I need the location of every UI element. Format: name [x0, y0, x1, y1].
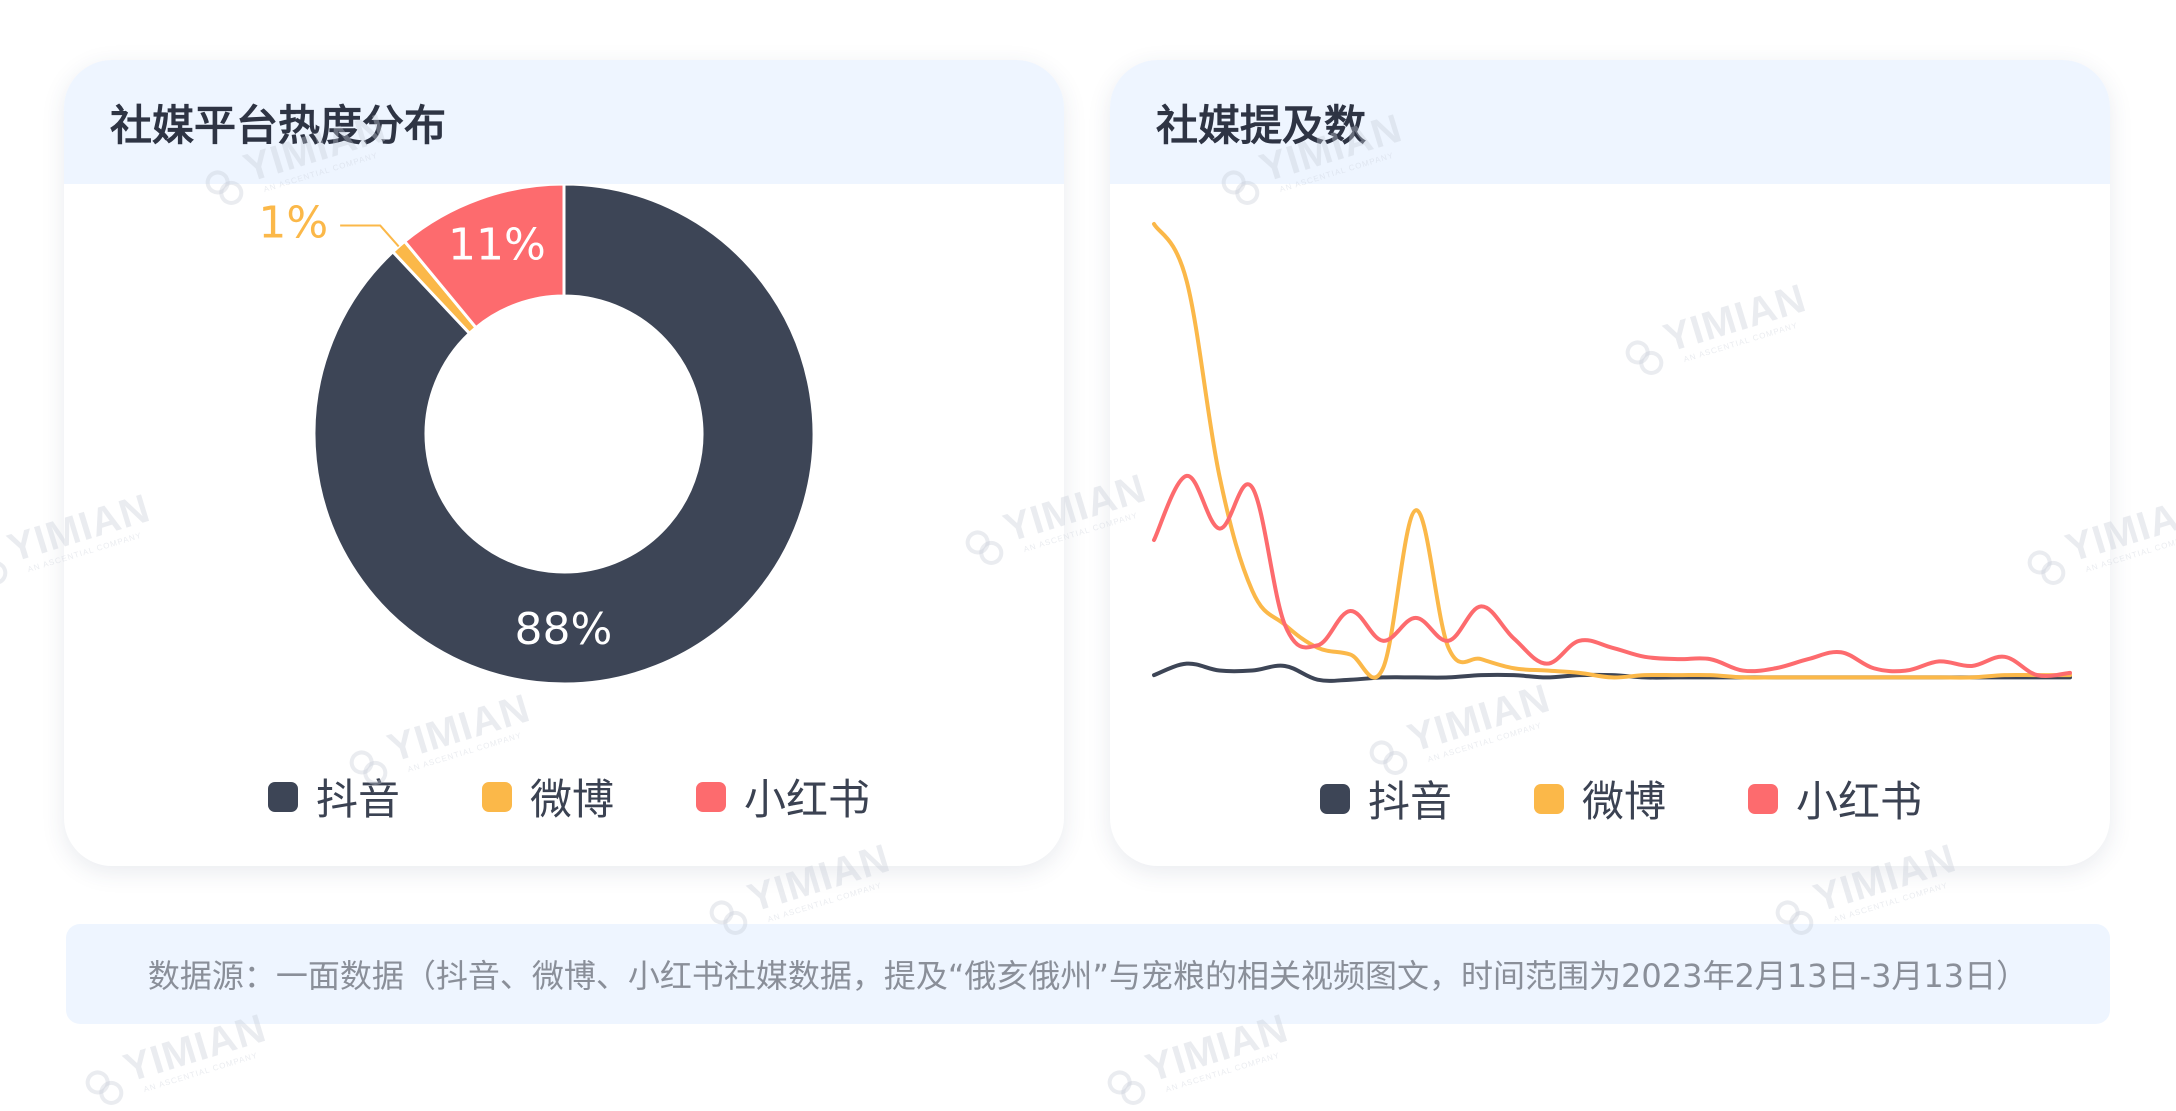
donut-chart-area: 88% 1% 11% 抖音 微博 小红书 — [64, 184, 1064, 866]
legend-swatch — [1534, 783, 1565, 814]
donut-value-label: 11% — [448, 220, 546, 271]
legend-item-xiaohongshu[interactable]: 小红书 — [1748, 768, 1922, 829]
legend-swatch — [482, 781, 513, 812]
data-source-text: 数据源：一面数据（抖音、微博、小红书社媒数据，提及“俄亥俄州”与宠粮的相关视频图… — [147, 957, 2029, 995]
heat-distribution-card: 社媒平台热度分布 88% 1% 11% 抖音 微博 小红书 — [64, 60, 1064, 866]
line-series-1[interactable] — [1152, 222, 2072, 680]
data-source-footer: 数据源：一面数据（抖音、微博、小红书社媒数据，提及“俄亥俄州”与宠粮的相关视频图… — [66, 924, 2110, 1024]
donut-legend: 抖音 微博 小红书 — [268, 766, 870, 827]
legend-item-douyin[interactable]: 抖音 — [1320, 768, 1452, 829]
legend-item-xiaohongshu[interactable]: 小红书 — [696, 766, 870, 827]
donut-value-label: 88% — [515, 604, 613, 655]
watermark-logo-icon — [83, 1064, 125, 1106]
legend-swatch — [1320, 783, 1350, 814]
donut-leader-line — [340, 224, 400, 248]
line-chart-area: 抖音 微博 小红书 — [1110, 184, 2110, 866]
watermark-logo-icon — [0, 544, 9, 586]
legend-label: 小红书 — [1796, 777, 1923, 826]
line-series-2[interactable] — [1152, 473, 2072, 679]
mentions-card: 社媒提及数 抖音 微博 小红书 — [1110, 60, 2110, 866]
legend-swatch — [268, 781, 298, 812]
legend-item-weibo[interactable]: 微博 — [1534, 768, 1666, 829]
card-title: 社媒提及数 — [1156, 100, 1367, 150]
legend-label: 微博 — [530, 775, 615, 824]
donut-slice-0[interactable] — [312, 184, 816, 686]
legend-swatch — [1748, 783, 1779, 814]
legend-label: 小红书 — [744, 775, 871, 824]
legend-label: 抖音 — [316, 775, 401, 824]
legend-item-douyin[interactable]: 抖音 — [268, 766, 400, 827]
legend-label: 微博 — [1582, 777, 1667, 826]
legend-item-weibo[interactable]: 微博 — [482, 766, 614, 827]
watermark-logo-icon — [1105, 1064, 1147, 1106]
card-header: 社媒平台热度分布 — [64, 60, 1064, 184]
legend-label: 抖音 — [1368, 777, 1453, 826]
donut-chart: 88% 1% 11% — [258, 184, 816, 686]
donut-value-label: 1% — [258, 197, 328, 248]
card-title: 社媒平台热度分布 — [110, 100, 447, 150]
card-header: 社媒提及数 — [1110, 60, 2110, 184]
donut-slice-2[interactable] — [402, 184, 566, 330]
legend-swatch — [696, 781, 727, 812]
line-chart — [1152, 222, 2072, 683]
line-legend: 抖音 微博 小红书 — [1320, 768, 1922, 829]
